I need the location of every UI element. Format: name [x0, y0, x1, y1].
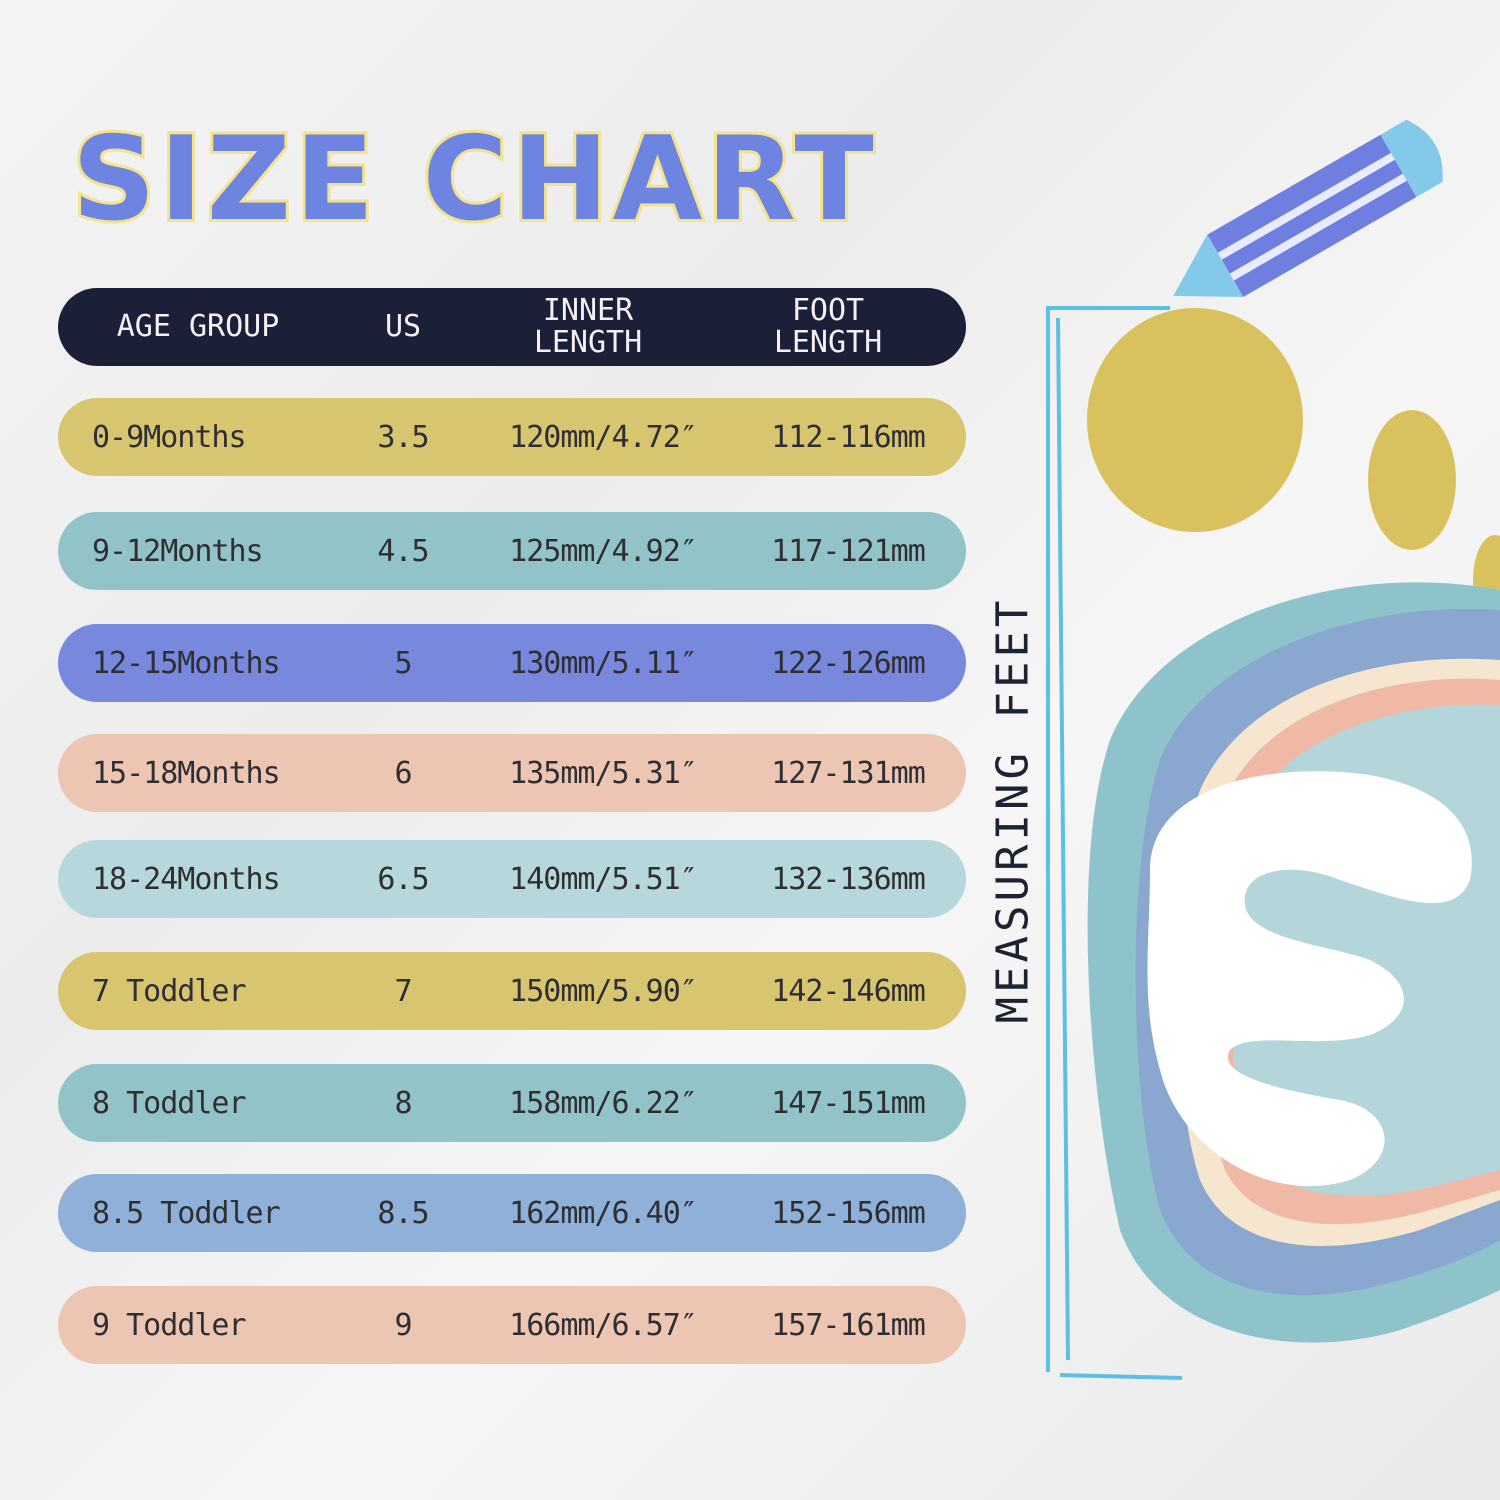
header-foot-length: FOOT LENGTH [773, 293, 883, 360]
inner-length-cell: 150mm/5.90″ [509, 973, 698, 1009]
table-row: 8 Toddler 8 158mm/6.22″ 147-151mm [58, 1064, 966, 1142]
foot-length-cell: 147-151mm [771, 1085, 926, 1121]
foot-length-cell: 122-126mm [771, 645, 926, 681]
pencil-icon [1173, 119, 1443, 298]
us-size-cell: 4.5 [377, 533, 429, 569]
toe-2 [1368, 410, 1456, 550]
page-title: SIZE CHART [69, 109, 878, 250]
foot-length-cell: 152-156mm [771, 1195, 926, 1231]
age-group-cell: 9 Toddler [92, 1307, 247, 1343]
table-row: 8.5 Toddler 8.5 162mm/6.40″ 152-156mm [58, 1174, 966, 1252]
us-size-cell: 8.5 [377, 1195, 429, 1231]
foot-length-cell: 132-136mm [771, 861, 926, 897]
big-toe [1087, 308, 1303, 532]
foot-length-cell: 142-146mm [771, 973, 926, 1009]
age-group-cell: 8.5 Toddler [92, 1195, 281, 1231]
inner-length-cell: 130mm/5.11″ [509, 645, 698, 681]
inner-length-cell: 135mm/5.31″ [509, 755, 698, 791]
age-group-cell: 0-9Months [92, 419, 247, 455]
table-header: AGE GROUP US INNER LENGTH FOOT LENGTH [58, 288, 966, 366]
us-size-cell: 5 [394, 645, 412, 681]
us-size-cell: 8 [394, 1085, 412, 1121]
table-row: 15-18Months 6 135mm/5.31″ 127-131mm [58, 734, 966, 812]
age-group-cell: 9-12Months [92, 533, 264, 569]
us-size-cell: 9 [394, 1307, 412, 1343]
table-row: 9-12Months 4.5 125mm/4.92″ 117-121mm [58, 512, 966, 590]
foot-length-cell: 117-121mm [771, 533, 926, 569]
foot-length-cell: 157-161mm [771, 1307, 926, 1343]
measuring-feet-label: MEASURING FEET [987, 596, 1039, 1024]
age-group-cell: 15-18Months [92, 755, 281, 791]
header-us: US [384, 309, 422, 344]
age-group-cell: 7 Toddler [92, 973, 247, 1009]
inner-length-cell: 125mm/4.92″ [509, 533, 698, 569]
age-group-cell: 8 Toddler [92, 1085, 247, 1121]
table-row: 9 Toddler 9 166mm/6.57″ 157-161mm [58, 1286, 966, 1364]
age-group-cell: 18-24Months [92, 861, 281, 897]
foot-length-cell: 127-131mm [771, 755, 926, 791]
us-size-cell: 3.5 [377, 419, 429, 455]
header-age-group: AGE GROUP [116, 309, 280, 344]
inner-length-cell: 140mm/5.51″ [509, 861, 698, 897]
us-size-cell: 7 [394, 973, 412, 1009]
table-row: 18-24Months 6.5 140mm/5.51″ 132-136mm [58, 840, 966, 918]
inner-length-cell: 158mm/6.22″ [509, 1085, 698, 1121]
age-group-cell: 12-15Months [92, 645, 281, 681]
us-size-cell: 6 [394, 755, 412, 791]
table-row: 7 Toddler 7 150mm/5.90″ 142-146mm [58, 952, 966, 1030]
foot-sole [1087, 582, 1500, 1343]
table-row: 12-15Months 5 130mm/5.11″ 122-126mm [58, 624, 966, 702]
header-inner-length: INNER LENGTH [533, 293, 643, 360]
inner-length-cell: 162mm/6.40″ [509, 1195, 698, 1231]
foot-length-cell: 112-116mm [771, 419, 926, 455]
measuring-bracket [1046, 306, 1183, 1380]
inner-length-cell: 120mm/4.72″ [509, 419, 698, 455]
us-size-cell: 6.5 [377, 861, 429, 897]
inner-length-cell: 166mm/6.57″ [509, 1307, 698, 1343]
table-row: 0-9Months 3.5 120mm/4.72″ 112-116mm [58, 398, 966, 476]
